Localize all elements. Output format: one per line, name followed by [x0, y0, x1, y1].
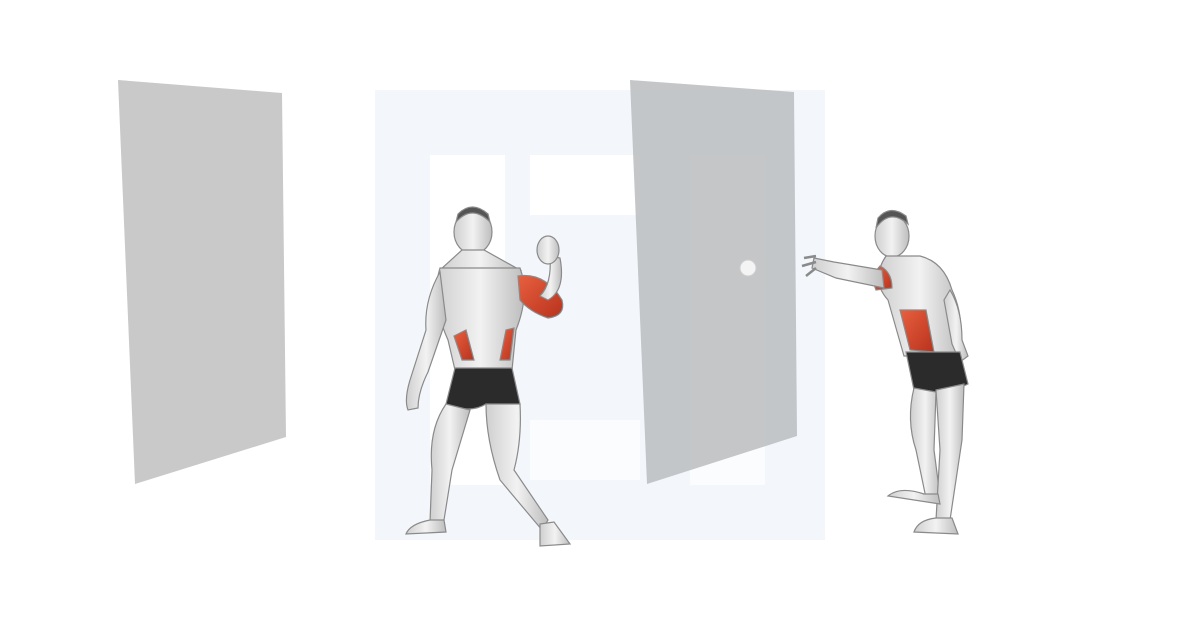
door-panel	[630, 80, 797, 484]
athlete-back-view	[405, 206, 572, 547]
left-wall-panel	[118, 80, 286, 484]
athlete-side-view	[801, 209, 969, 535]
door-knob-icon	[739, 259, 757, 277]
